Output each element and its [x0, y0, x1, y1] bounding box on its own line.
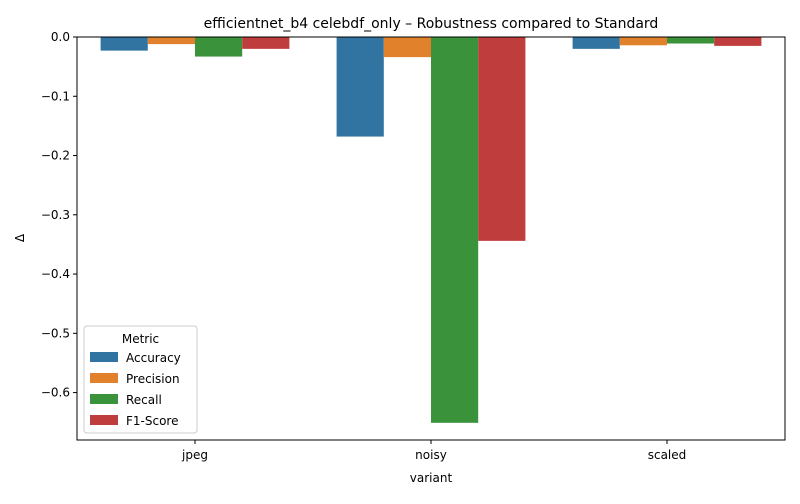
axes-group: 0.0 −0.1 −0.2 −0.3 −0.4 −0.5 −0.6 jpeg noisy scal…: [41, 30, 786, 462]
legend-swatch: [90, 415, 118, 425]
bar-f1-score-scaled: [714, 37, 762, 46]
legend-label: F1-Score: [126, 414, 178, 428]
y-tick-label: −0.2: [41, 149, 70, 163]
bar-recall-jpeg: [195, 37, 243, 57]
bar-precision-scaled: [619, 37, 667, 46]
x-tick-label: scaled: [648, 448, 687, 462]
legend-swatch: [90, 352, 118, 362]
bar-f1-score-noisy: [478, 37, 526, 241]
bar-f1-score-jpeg: [242, 37, 290, 49]
y-tick-label: −0.5: [41, 326, 70, 340]
y-tick-label: −0.3: [41, 208, 70, 222]
chart-title: efficientnet_b4 celebdf_only – Robustnes…: [204, 16, 659, 32]
legend-label: Precision: [126, 372, 180, 386]
x-axis-label: variant: [410, 471, 453, 485]
legend-swatch: [90, 394, 118, 404]
y-tick-label: −0.4: [41, 267, 70, 281]
bar-accuracy-jpeg: [100, 37, 148, 51]
bar-recall-scaled: [667, 37, 715, 44]
bar-precision-jpeg: [147, 37, 195, 45]
bars-group: [100, 37, 762, 423]
y-tick-label: −0.6: [41, 386, 70, 400]
x-tick-label: noisy: [415, 448, 447, 462]
bar-recall-noisy: [431, 37, 479, 423]
y-tick-label: −0.1: [41, 89, 70, 103]
legend-swatch: [90, 373, 118, 383]
legend-label: Recall: [126, 393, 162, 407]
y-tick-label: 0.0: [51, 30, 70, 44]
x-tick-label: jpeg: [181, 448, 208, 462]
bar-accuracy-noisy: [336, 37, 384, 137]
legend-label: Accuracy: [126, 351, 181, 365]
legend-title: Metric: [122, 332, 159, 346]
y-axis-label: Δ: [13, 233, 27, 242]
bar-accuracy-scaled: [572, 37, 620, 49]
legend: Metric Accuracy Precision Recall F1-Score: [83, 325, 198, 434]
bar-precision-noisy: [383, 37, 431, 58]
